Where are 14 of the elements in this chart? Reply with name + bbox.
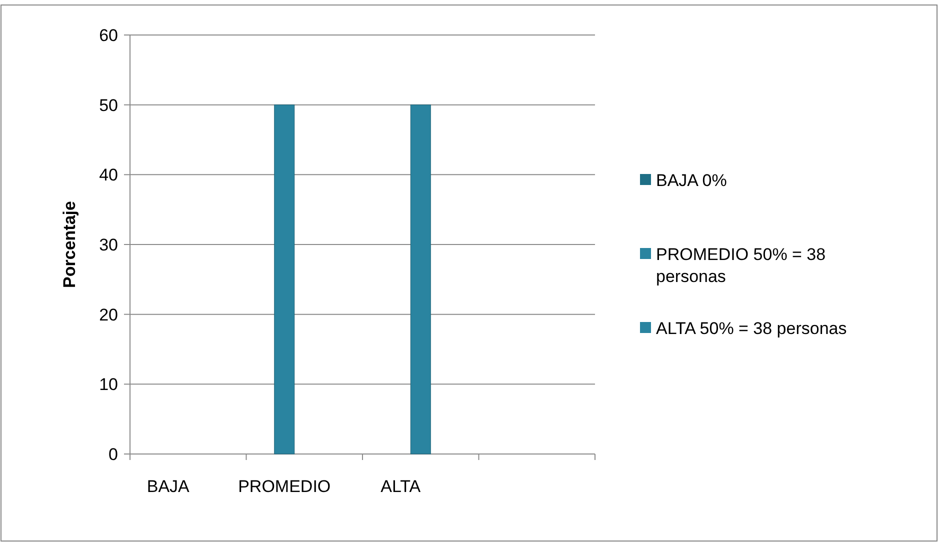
- legend-label: BAJA 0%: [656, 170, 727, 190]
- x-tick-label: ALTA: [380, 477, 422, 496]
- legend-label: PROMEDIO 50% = 38 personas: [656, 244, 826, 286]
- y-tick-label: 10: [99, 375, 118, 394]
- y-tick-label: 50: [99, 96, 118, 115]
- legend-label: ALTA 50% = 38 personas: [656, 318, 847, 338]
- y-tick-label: 0: [108, 444, 118, 464]
- y-tick-label: 30: [99, 235, 118, 254]
- y-tick-label: 40: [99, 166, 118, 185]
- y-tick-label: 20: [99, 305, 118, 324]
- y-axis-title: Porcentaje: [60, 201, 79, 288]
- y-tick-label: 60: [99, 26, 118, 45]
- x-tick-label: BAJA: [146, 477, 190, 496]
- x-tick-label: PROMEDIO: [238, 477, 331, 496]
